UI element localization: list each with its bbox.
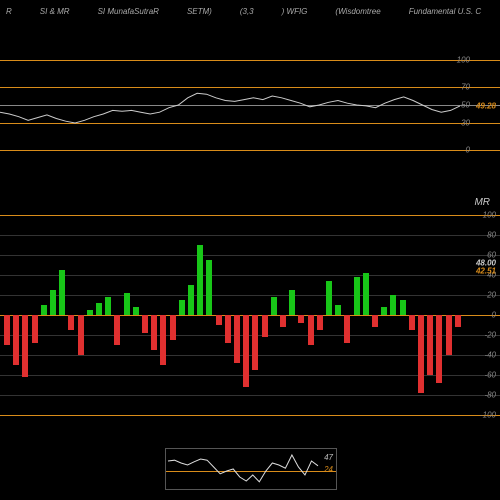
mr-bar [363,273,369,315]
mr-ytick: 20 [487,291,496,300]
hdr-6: (Wisdomtree [335,7,380,16]
mini-line [166,449,336,489]
mr-gridline [0,215,500,216]
mr-bar [436,315,442,383]
si-panel: 030507010049.28 [0,60,500,150]
mr-bar [133,307,139,315]
mr-bar [400,300,406,315]
mr-bar [87,310,93,315]
hdr-3: SETM) [187,7,212,16]
mr-bar [280,315,286,327]
mr-gridline [0,315,500,316]
mr-bar [105,297,111,315]
mr-ytick: 100 [483,211,496,220]
hdr-4: (3,3 [240,7,254,16]
mr-bar [13,315,19,365]
si-gridline [0,150,500,151]
mr-label: MR [474,197,490,208]
mr-bar [4,315,10,345]
mr-bar [409,315,415,330]
mr-gridline [0,415,500,416]
mr-bar [390,295,396,315]
mr-ytick: -40 [484,351,496,360]
mr-gridline [0,335,500,336]
mr-bar [243,315,249,387]
mr-ytick: -80 [484,391,496,400]
mr-gridline [0,375,500,376]
mr-bar [381,307,387,315]
mr-bar [197,245,203,315]
mr-bar [78,315,84,355]
mr-bar [455,315,461,327]
mr-bar [22,315,28,377]
mr-bar [142,315,148,333]
mr-bar [96,303,102,315]
hdr-2: SI MunafaSutraR [98,7,159,16]
mr-ytick: 80 [487,231,496,240]
mr-bar [354,277,360,315]
chart-header: R SI & MR SI MunafaSutraR SETM) (3,3 ) W… [0,0,500,22]
mr-ytick: -20 [484,331,496,340]
mr-value-2: 42.51 [476,267,496,276]
si-ytick: 50 [461,101,470,110]
mr-bar [41,305,47,315]
mr-bar [170,315,176,340]
mr-bar [124,293,130,315]
mr-panel: -100-80-60-40-20020406080100MR48.0042.51 [0,215,500,415]
mr-bar [317,315,323,330]
mr-bar [179,300,185,315]
mr-bar [298,315,304,323]
mr-ytick: 0 [492,311,496,320]
mr-bar [206,260,212,315]
mr-bar [418,315,424,393]
mr-bar [427,315,433,375]
mr-bar [160,315,166,365]
mr-gridline [0,275,500,276]
hdr-1: SI & MR [40,7,70,16]
mr-gridline [0,235,500,236]
mr-bar [308,315,314,345]
hdr-0: R [6,7,12,16]
mr-bar [59,270,65,315]
mr-bar [271,297,277,315]
mr-bar [252,315,258,370]
mr-gridline [0,355,500,356]
si-current-value: 49.28 [476,101,496,110]
mr-gridline [0,395,500,396]
mr-bar [344,315,350,343]
mr-bar [262,315,268,337]
mr-bar [335,305,341,315]
mr-bar [114,315,120,345]
si-ytick: 70 [461,83,470,92]
si-ytick: 30 [461,119,470,128]
mr-bar [289,290,295,315]
mr-ytick: -100 [480,411,496,420]
mr-gridline [0,295,500,296]
mr-bar [372,315,378,327]
mr-bar [188,285,194,315]
mr-bar [326,281,332,315]
mr-bar [234,315,240,363]
mr-bar [50,290,56,315]
si-line-chart [0,60,460,150]
mr-bar [151,315,157,350]
si-ytick: 0 [466,146,470,155]
hdr-7: Fundamental U.S. C [409,7,481,16]
mr-gridline [0,255,500,256]
hdr-5: ) WFIG [282,7,308,16]
mr-bar [68,315,74,330]
mr-ytick: -60 [484,371,496,380]
mr-bar [225,315,231,343]
mr-bar [32,315,38,343]
mr-bar [446,315,452,355]
mini-panel: 4724 [165,448,337,490]
mr-bar [216,315,222,325]
